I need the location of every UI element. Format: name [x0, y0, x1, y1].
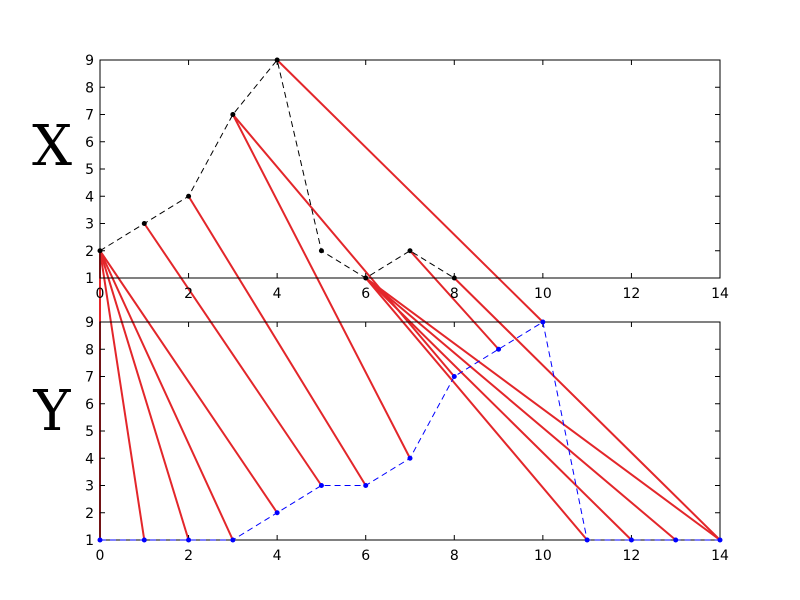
point-marker — [141, 537, 147, 543]
y-tick-label: 2 — [85, 244, 94, 260]
x-tick-label: 14 — [711, 548, 729, 564]
alignment-line — [231, 114, 411, 459]
x-tick-label: 2 — [184, 286, 193, 302]
point-marker — [673, 537, 679, 543]
series-line — [99, 58, 455, 279]
point-marker — [717, 537, 723, 543]
x-tick-label: 10 — [534, 286, 552, 302]
alignment-line — [99, 250, 278, 514]
x-tick-label: 4 — [273, 286, 282, 302]
x-tick-label: 14 — [711, 286, 729, 302]
x-tick-label: 0 — [96, 548, 105, 564]
x-tick-label: 8 — [450, 548, 459, 564]
point-marker — [628, 537, 634, 543]
point-marker — [451, 374, 457, 379]
series-line — [100, 321, 720, 541]
y-tick-label: 2 — [85, 506, 94, 522]
plot-frame — [99, 321, 721, 541]
alignment-line — [365, 277, 677, 541]
y-tick-label: 3 — [85, 479, 94, 495]
alignment-line — [99, 250, 190, 541]
point-marker — [186, 193, 192, 199]
y-axis-label: Y — [33, 379, 72, 444]
x-tick-label: 6 — [361, 548, 370, 564]
alignment-line — [364, 277, 588, 541]
alignment-line — [99, 250, 234, 541]
alignment-line — [276, 59, 544, 323]
y-tick-label: 6 — [85, 397, 94, 413]
alignment-line — [453, 277, 721, 541]
y-tick-label: 8 — [85, 80, 94, 96]
y-tick-label: 6 — [85, 135, 94, 151]
point-marker — [97, 537, 103, 543]
point-marker — [363, 275, 369, 281]
point-marker — [274, 57, 280, 63]
x-tick-label: 8 — [450, 286, 459, 302]
y-axis-label: X — [32, 114, 72, 179]
point-marker — [274, 510, 280, 516]
point-marker — [496, 346, 502, 352]
y-tick-label: 5 — [85, 162, 94, 178]
x-tick-label: 12 — [623, 548, 641, 564]
y-tick-label: 3 — [85, 217, 94, 233]
y-tick-label: 4 — [85, 451, 94, 467]
alignment-line — [187, 195, 367, 487]
y-tick-label: 7 — [85, 108, 94, 124]
point-marker — [407, 248, 413, 254]
x-tick-label: 6 — [361, 286, 370, 302]
point-marker — [540, 319, 546, 325]
point-marker — [407, 455, 413, 461]
y-tick-label: 4 — [85, 189, 94, 205]
alignment-line — [409, 250, 500, 350]
point-marker — [141, 221, 147, 226]
alignment-line — [365, 277, 633, 541]
x-tick-label: 2 — [184, 548, 193, 564]
x-tick-label: 12 — [623, 286, 641, 302]
x-tick-label: 0 — [96, 286, 105, 302]
y-tick-label: 9 — [85, 53, 94, 69]
x-tick-label: 4 — [273, 548, 282, 564]
alignment-line — [232, 113, 456, 378]
point-marker — [186, 537, 192, 543]
y-tick-label: 5 — [85, 424, 94, 440]
point-marker — [451, 275, 457, 281]
y-tick-label: 1 — [85, 271, 94, 287]
y-tick-label: 7 — [85, 370, 94, 386]
point-marker — [230, 112, 236, 117]
point-marker — [97, 248, 103, 254]
y-tick-label: 8 — [85, 342, 94, 358]
alignment-line — [365, 277, 721, 541]
point-marker — [584, 537, 590, 543]
point-marker — [318, 483, 324, 488]
alignment-line — [143, 222, 323, 487]
point-marker — [318, 248, 324, 254]
plot-frame — [99, 59, 721, 279]
y-tick-label: 1 — [85, 533, 94, 549]
y-tick-label: 9 — [85, 315, 94, 331]
x-tick-label: 10 — [534, 548, 552, 564]
alignment-line — [99, 250, 146, 541]
point-marker — [363, 483, 369, 488]
point-marker — [230, 537, 236, 543]
